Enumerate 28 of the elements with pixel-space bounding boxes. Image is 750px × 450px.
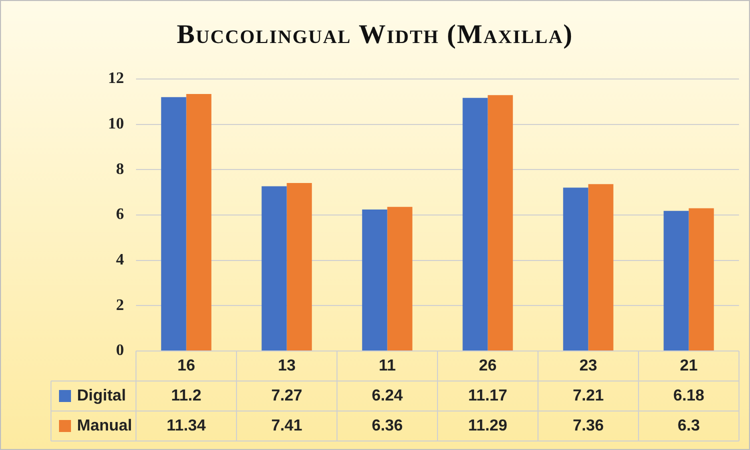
data-label: 7.27 — [271, 387, 302, 404]
x-tick-label: 26 — [478, 357, 497, 374]
data-label: 6.36 — [372, 417, 403, 434]
x-tick-label: 21 — [680, 357, 698, 374]
y-tick-label: 2 — [116, 296, 124, 314]
data-label: 6.24 — [372, 387, 403, 404]
data-label: 7.36 — [572, 417, 604, 434]
x-tick-label: 16 — [177, 357, 196, 374]
data-label: 6.3 — [678, 417, 700, 434]
data-label: 6.18 — [673, 387, 704, 404]
y-tick-label: 4 — [116, 251, 124, 268]
data-label: 11.2 — [171, 387, 202, 404]
data-label: 11.34 — [166, 417, 206, 434]
x-tick-label: 23 — [579, 357, 598, 374]
x-tick-label: 11 — [378, 357, 396, 374]
data-label: 11.17 — [468, 387, 508, 404]
y-tick-label: 10 — [108, 115, 124, 132]
data-label: 7.21 — [572, 387, 604, 404]
data-label: 7.41 — [271, 417, 302, 434]
chart-title: Buccolingual Width (Maxilla) — [176, 19, 574, 50]
data-label: 11.29 — [468, 417, 508, 434]
y-tick-label: 12 — [108, 70, 124, 88]
legend-label: Digital — [77, 387, 126, 404]
y-tick-label: 8 — [116, 160, 124, 178]
y-tick-label: 6 — [116, 206, 124, 224]
legend-label: Manual — [77, 417, 132, 434]
y-tick-label: 0 — [116, 342, 124, 360]
x-tick-label: 13 — [278, 357, 296, 374]
